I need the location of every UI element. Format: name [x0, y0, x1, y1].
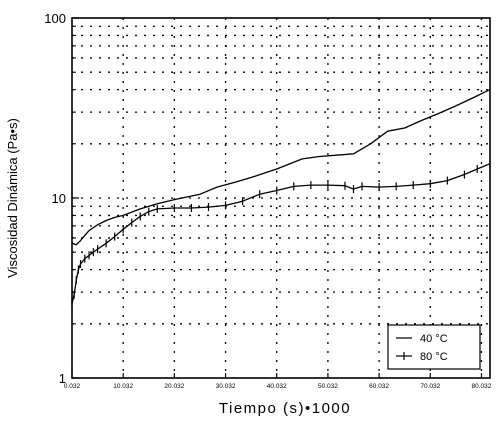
x-tick-label-1: 10.032 [113, 383, 133, 390]
legend-label-40: 40 °C [420, 333, 448, 345]
x-tick-label-3: 30.032 [216, 383, 236, 390]
series-line-1 [71, 163, 491, 304]
grid [72, 18, 490, 378]
legend-label-80: 80 °C [420, 351, 448, 363]
x-tick-label-0: 0.032 [64, 383, 81, 390]
x-tick-label-7: 70.032 [420, 383, 440, 390]
series-line-0 [71, 89, 491, 246]
y-tick-label-2: 100 [44, 11, 66, 26]
x-tick-label-6: 60.032 [369, 383, 389, 390]
y-tick-label-0: 1 [59, 371, 66, 386]
x-tick-label-8: 80.032 [472, 383, 492, 390]
y-tick-label-1: 10 [52, 191, 66, 206]
x-tick-label-2: 20.032 [164, 383, 184, 390]
legend: 40 °C 80 °C [387, 324, 481, 370]
y-axis-label: Viscosidad Dinámica (Pa•s) [5, 118, 20, 278]
ticks: 1 10 100 0.032 10.032 20.032 30.032 40.032 50.03… [44, 11, 491, 390]
legend-box [387, 324, 481, 370]
x-tick-label-4: 40.032 [267, 383, 287, 390]
x-tick-label-5: 50.032 [318, 383, 338, 390]
x-axis-label: Tiempo (s)•1000 [219, 400, 351, 417]
